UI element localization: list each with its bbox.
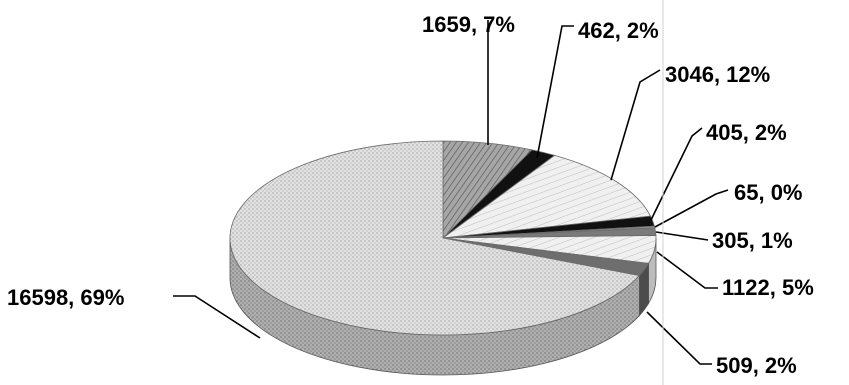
leader-line-9 — [173, 295, 261, 339]
pie-slice-9 — [229, 140, 641, 336]
leader-line-6 — [655, 231, 709, 241]
pie-labels: 1659, 7% 462, 2%3046, 12% 405, 2% 65, 0% 305… — [7, 12, 814, 378]
data-label-8: 509, 2% — [716, 353, 797, 378]
leader-line-8 — [646, 311, 712, 365]
leader-line-5 — [654, 189, 729, 228]
pie-slice-3 — [441, 154, 652, 239]
data-label-3: 3046, 12% — [665, 62, 770, 87]
data-label-9: 16598, 69% — [7, 285, 124, 310]
leader-line-3 — [610, 69, 661, 181]
leader-line-4 — [650, 127, 703, 221]
data-label-6: 305, 1% — [712, 228, 793, 253]
data-label-2: 462, 2% — [578, 18, 659, 43]
leader-line-7 — [656, 251, 718, 289]
leader-line-2 — [536, 25, 574, 159]
data-label-5: 65, 0% — [734, 180, 803, 205]
data-label-1: 1659, 7% — [422, 12, 515, 37]
pie-top-slices — [229, 140, 657, 336]
data-label-7: 1122, 5% — [722, 275, 814, 300]
data-label-4: 405, 2% — [706, 120, 787, 145]
